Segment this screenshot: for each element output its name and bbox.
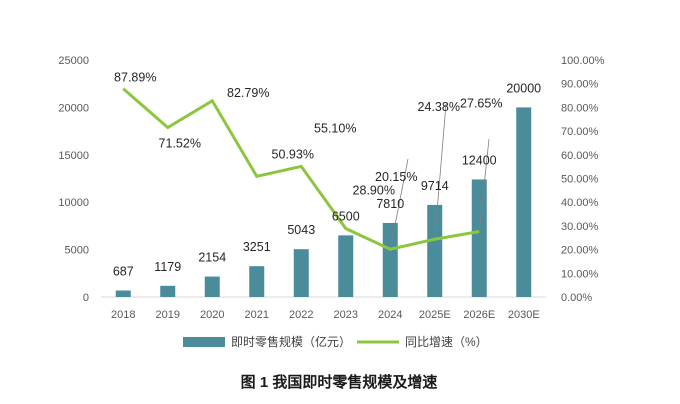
line-value-label: 71.52% <box>159 136 201 150</box>
bar-value-label: 3251 <box>243 240 271 254</box>
x-tick-label: 2023 <box>334 309 358 321</box>
bar-value-label: 2154 <box>198 251 226 265</box>
growth-line <box>122 87 480 251</box>
leader-line <box>434 103 447 240</box>
x-tick-label: 2019 <box>156 309 180 321</box>
bar-value-labels: 687 1179 2154 3251 5043 6500 7810 9714 12400 2000… <box>113 81 541 278</box>
bar <box>204 276 220 297</box>
y-right-tick-label: 80.00% <box>561 102 599 114</box>
line-value-label: 82.79% <box>227 86 269 100</box>
x-tick-label: 2020 <box>200 309 224 321</box>
y-left-tick-label: 25000 <box>58 55 89 67</box>
left-axis: 0 5000 10000 15000 20000 25000 <box>58 55 89 304</box>
x-tick-label: 2024 <box>378 309 402 321</box>
legend-bar-label: 即时零售规模（亿元） <box>231 334 351 349</box>
bar <box>427 204 443 297</box>
bar <box>160 285 176 297</box>
bar-value-label: 5043 <box>287 223 315 237</box>
y-left-tick-label: 10000 <box>58 197 89 209</box>
bar-series <box>115 107 532 298</box>
legend-bar-swatch <box>183 337 225 347</box>
bar <box>249 266 265 297</box>
legend: 即时零售规模（亿元） 同比增速（%） <box>183 334 488 349</box>
right-axis: 0.00% 10.00% 20.00% 30.00% 40.00% 50.00% 60.00… <box>561 55 605 304</box>
leader-line <box>389 158 409 250</box>
y-right-tick-label: 20.00% <box>561 245 599 257</box>
y-right-tick-label: 90.00% <box>561 79 599 91</box>
y-right-tick-label: 40.00% <box>561 197 599 209</box>
y-left-tick-label: 15000 <box>58 150 89 162</box>
bar <box>516 107 532 298</box>
x-tick-label: 2030E <box>508 309 540 321</box>
line-value-label: 55.10% <box>314 121 356 135</box>
bar <box>338 235 354 297</box>
bar-value-label: 687 <box>113 264 134 278</box>
figure-caption: 图 1 我国即时零售规模及增速 <box>241 373 438 391</box>
y-left-tick-label: 0 <box>83 292 89 304</box>
leader-lines <box>300 103 490 250</box>
bar-value-label: 7810 <box>376 197 404 211</box>
x-tick-label: 2025E <box>419 309 451 321</box>
line-value-label: 27.65% <box>460 96 502 110</box>
x-tick-label: 2022 <box>289 309 313 321</box>
y-right-tick-label: 50.00% <box>561 174 599 186</box>
line-value-label: 20.15% <box>375 170 417 184</box>
bar <box>293 249 309 297</box>
growth-line-series <box>122 87 480 251</box>
bar <box>471 179 487 297</box>
y-right-tick-label: 30.00% <box>561 221 599 233</box>
bar-value-label: 1179 <box>154 260 181 274</box>
legend-line-label: 同比增速（%） <box>405 335 488 349</box>
y-right-tick-label: 100.00% <box>561 55 605 67</box>
y-right-tick-label: 10.00% <box>561 268 599 280</box>
y-right-tick-label: 60.00% <box>561 150 599 162</box>
y-left-tick-label: 5000 <box>65 245 89 257</box>
y-left-tick-label: 20000 <box>58 102 89 114</box>
bar-value-label: 9714 <box>421 179 449 193</box>
bar <box>115 290 131 297</box>
bar-value-label: 12400 <box>462 153 497 167</box>
y-right-tick-label: 0.00% <box>561 292 592 304</box>
bar-value-label: 20000 <box>506 81 541 95</box>
x-axis: 2018 2019 2020 2021 2022 2023 2024 2025E 2026E 20… <box>101 296 546 321</box>
line-value-label: 24.38% <box>418 100 460 114</box>
line-value-label: 87.89% <box>114 71 156 85</box>
line-value-labels: 87.89% 71.52% 82.79% 50.93%55.10% 28.90%20.1… <box>114 71 502 198</box>
line-value-label: 28.90% <box>353 184 395 198</box>
bar-value-label: 6500 <box>332 209 360 223</box>
line-value-label: 50.93% <box>272 147 314 161</box>
x-tick-label: 2026E <box>463 309 495 321</box>
y-right-tick-label: 70.00% <box>561 126 599 138</box>
leader-line <box>478 138 490 232</box>
x-tick-label: 2018 <box>111 309 135 321</box>
bar <box>382 222 398 297</box>
x-tick-label: 2021 <box>245 309 269 321</box>
